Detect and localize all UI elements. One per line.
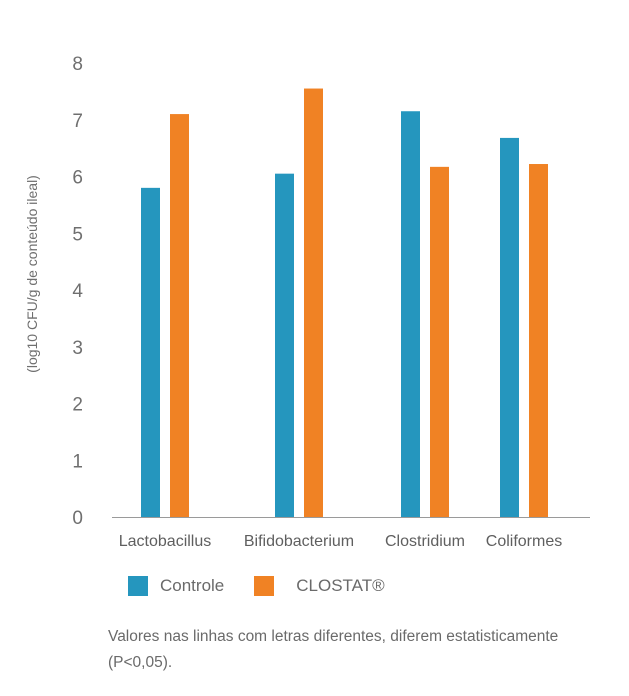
- y-tick-label: 0: [72, 508, 83, 529]
- bar-controle-coliformes: [500, 137, 519, 517]
- bar-clostat-bifidobacterium: [304, 88, 323, 517]
- bar-chart: 0 1 2 3 4 5 6 7 8 (log10 CFU/g de conteúdo ileal)…: [24, 54, 590, 550]
- y-tick-label: 7: [72, 111, 83, 132]
- y-tick-label: 2: [72, 395, 83, 416]
- x-tick-label: Lactobacillus: [119, 533, 212, 550]
- x-tick-label: Clostridium: [385, 533, 465, 550]
- bar-controle-clostridium: [401, 111, 420, 518]
- y-axis-label: (log10 CFU/g de conteúdo ileal): [24, 175, 40, 373]
- legend-swatch-clostat: [254, 576, 275, 596]
- x-tick-label: Coliformes: [486, 533, 562, 550]
- y-tick-label: 3: [72, 338, 83, 359]
- x-tick-label: Bifidobacterium: [244, 533, 354, 550]
- footnote: Valores nas linhas com letras diferentes…: [108, 628, 559, 671]
- y-tick-label: 4: [72, 281, 83, 302]
- legend-swatch-controle: [128, 576, 148, 596]
- bar-controle-lactobacillus: [141, 187, 160, 517]
- bar-clostat-clostridium: [430, 166, 449, 518]
- legend-item-clostat: CLOSTAT®: [254, 576, 385, 596]
- y-tick-label: 8: [72, 54, 83, 75]
- y-tick-label: 5: [72, 224, 83, 245]
- bar-clostat-coliformes: [529, 164, 548, 517]
- bar-controle-bifidobacterium: [275, 173, 294, 517]
- legend-label-controle: Controle: [160, 576, 225, 595]
- y-tick-label: 6: [72, 168, 83, 189]
- legend-label-clostat: CLOSTAT®: [296, 576, 385, 595]
- y-tick-label: 1: [72, 451, 83, 472]
- legend-item-controle: Controle: [128, 576, 224, 596]
- bar-clostat-lactobacillus: [170, 114, 189, 517]
- legend: Controle CLOSTAT®: [128, 576, 415, 596]
